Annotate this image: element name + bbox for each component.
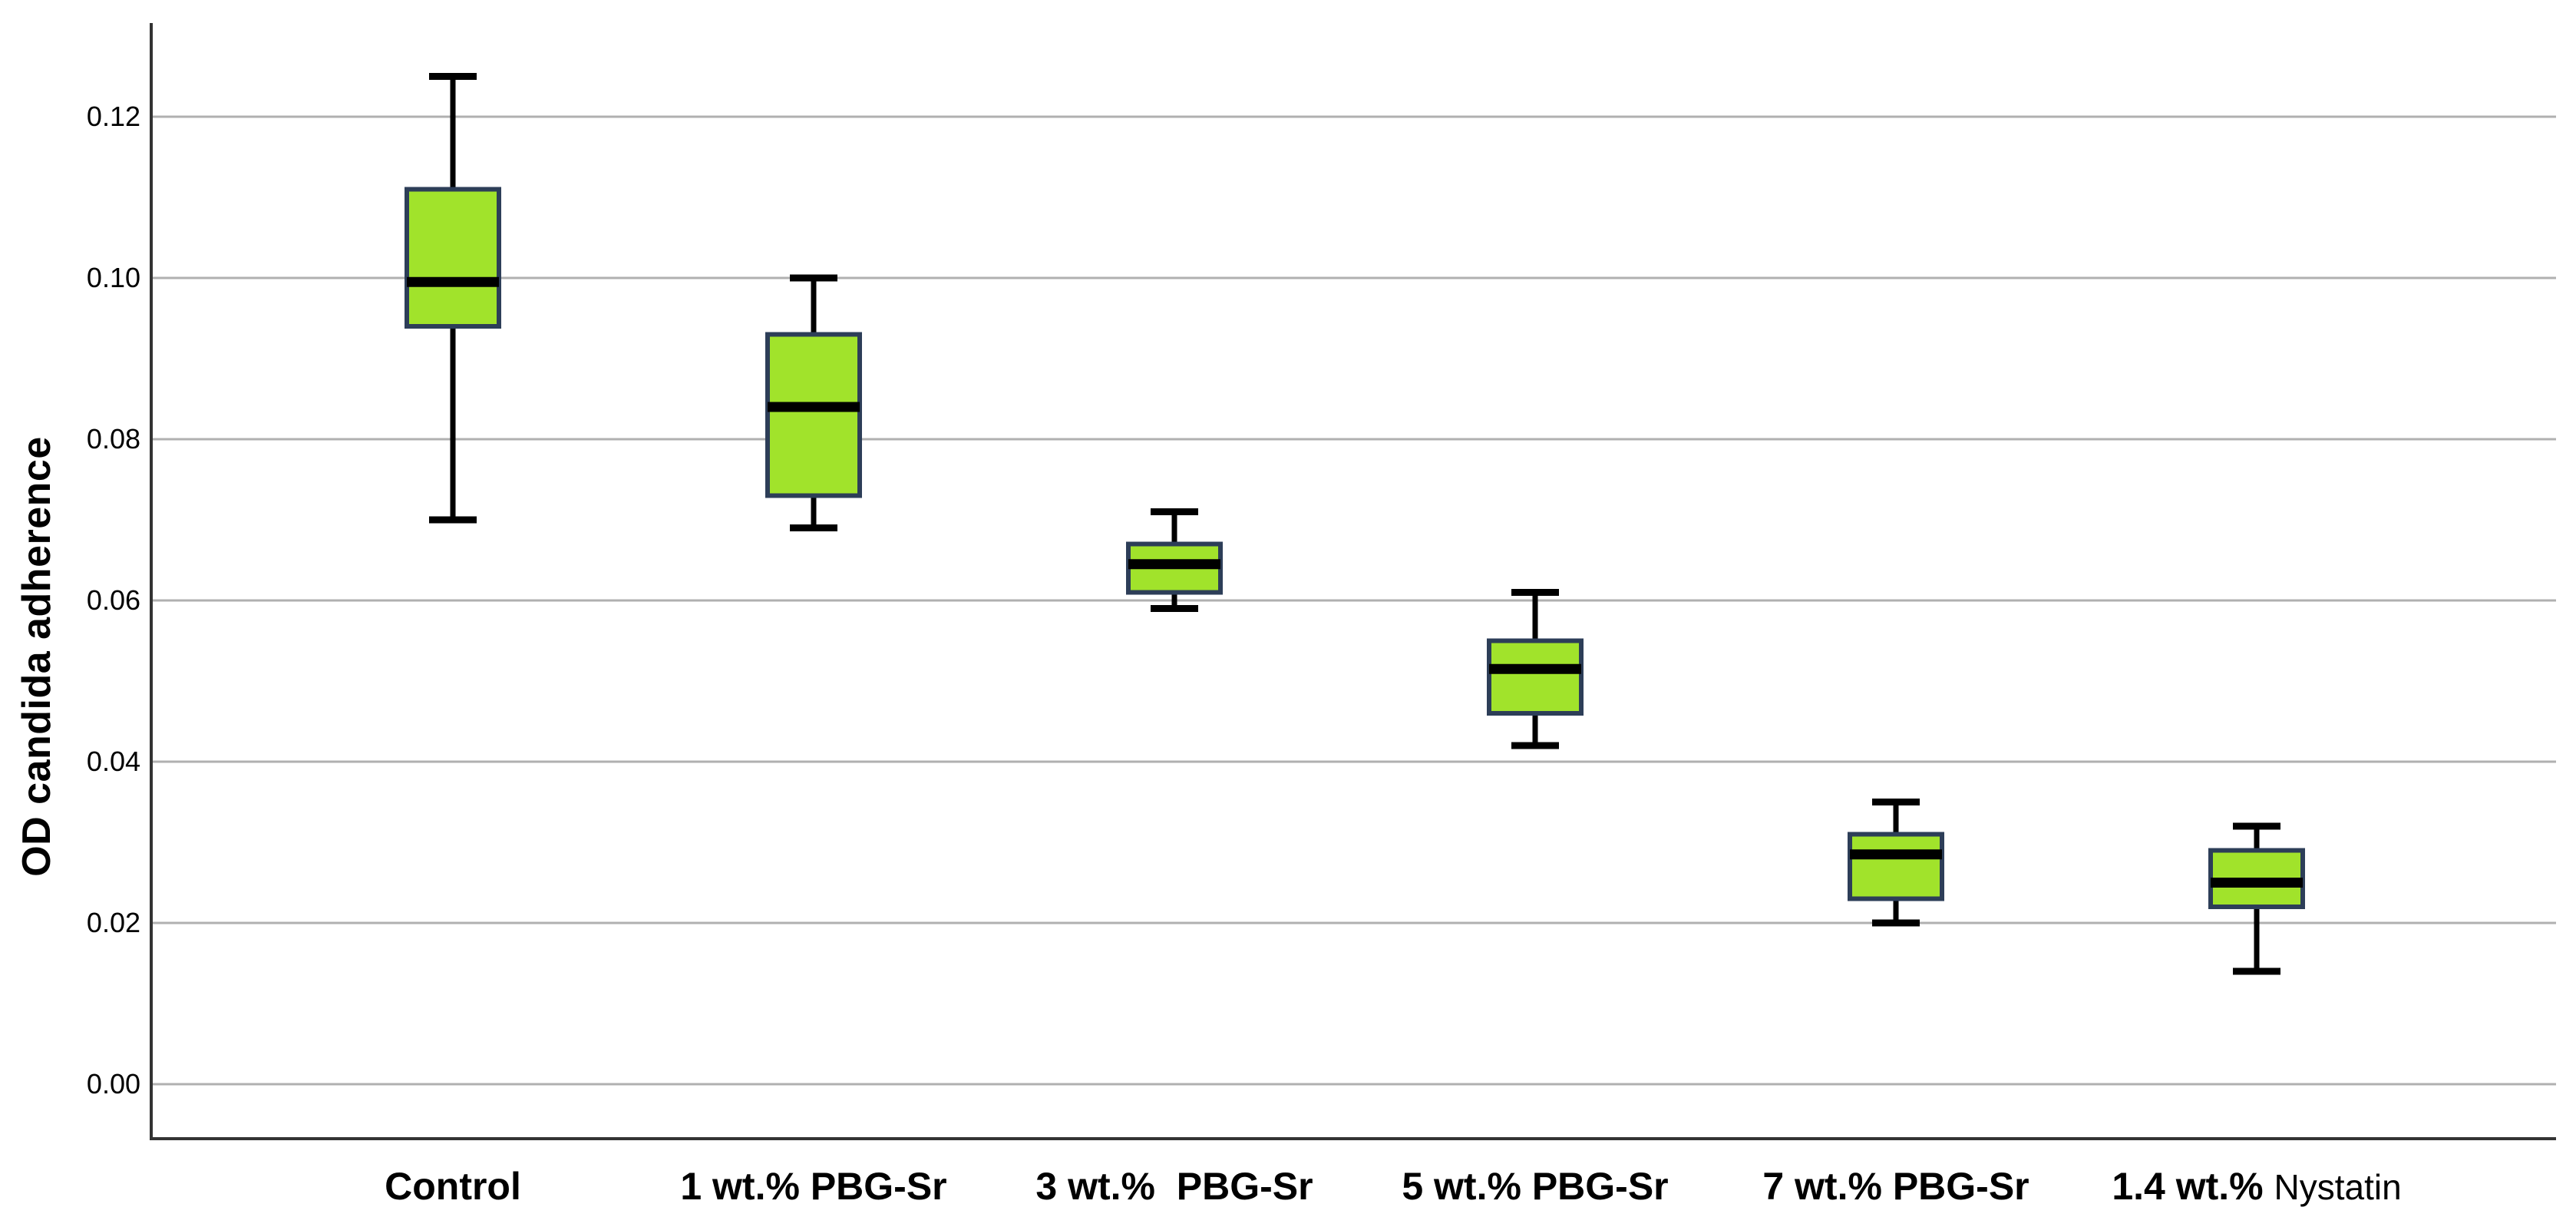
box-rect: [1848, 832, 1944, 901]
box-rect: [405, 187, 501, 329]
y-tick-label: 0.06: [87, 584, 140, 616]
x-axis-label: 7 wt.% PBG-Sr: [1762, 1165, 2029, 1208]
x-axis-label: 5 wt.% PBG-Sr: [1402, 1165, 1668, 1208]
x-axis-label: 3 wt.% PBG-Sr: [1035, 1165, 1313, 1208]
box-rect: [765, 332, 862, 498]
box-rect: [1487, 638, 1584, 716]
y-tick-label: 0.12: [87, 101, 140, 132]
x-axis-label: 1.4 wt.% Nystatin: [2112, 1165, 2401, 1208]
y-tick-label: 0.02: [87, 907, 140, 938]
y-tick-label: 0.04: [87, 746, 140, 777]
y-tick-label: 0.00: [87, 1068, 140, 1100]
y-tick-label: 0.08: [87, 423, 140, 455]
y-tick-label: 0.10: [87, 262, 140, 293]
x-axis-label: 1 wt.% PBG-Sr: [680, 1165, 946, 1208]
x-axis-label: Control: [385, 1165, 521, 1208]
